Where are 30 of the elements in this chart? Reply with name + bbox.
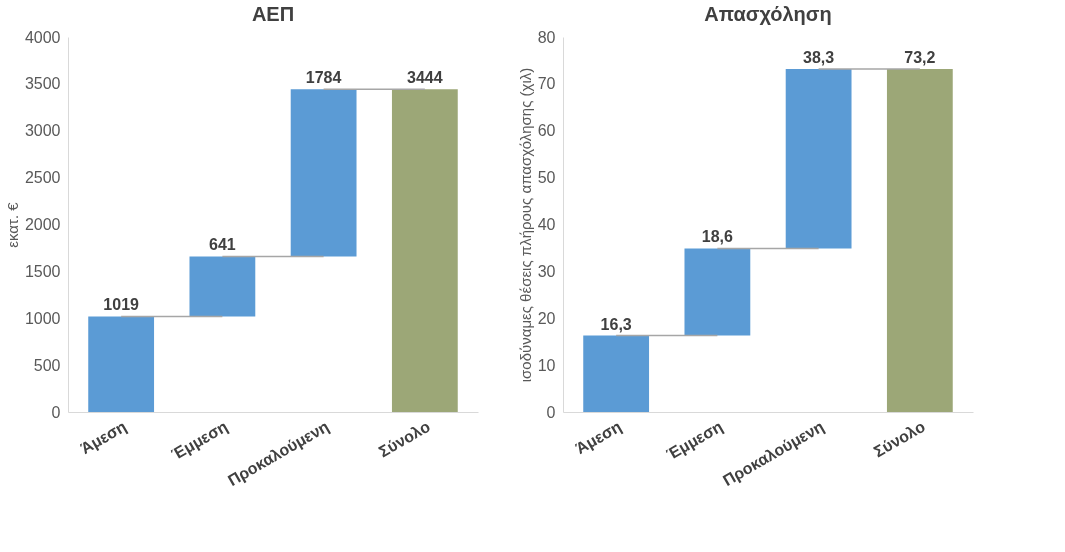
y-tick-label: 70 — [537, 75, 556, 93]
data-label: 1019 — [103, 296, 140, 314]
data-label: 73,2 — [904, 48, 936, 66]
y-tick-label: 0 — [51, 403, 61, 421]
y-tick-label: 40 — [537, 216, 556, 233]
y-tick-label: 0 — [546, 403, 556, 421]
chart-title: ΑΕΠ — [251, 3, 295, 25]
y-tick-label: 60 — [537, 122, 556, 140]
data-label: 38,3 — [803, 48, 835, 66]
y-tick-label: 4000 — [24, 28, 61, 46]
y-tick-label: 2500 — [24, 169, 61, 187]
data-label: 1784 — [305, 69, 342, 87]
data-label: 18,6 — [701, 228, 734, 246]
data-label: 16,3 — [600, 315, 632, 333]
y-tick-label: 30 — [537, 262, 556, 280]
chart-title: Απασχόληση — [704, 3, 832, 25]
data-label: 3444 — [407, 69, 443, 87]
y-tick-label: 80 — [537, 28, 556, 46]
y-tick-label: 500 — [33, 356, 61, 374]
y-tick-label: 1500 — [24, 262, 61, 280]
y-tick-label: 3500 — [24, 75, 61, 93]
y-tick-label: 50 — [537, 169, 556, 187]
y-axis-title: ισοδύναμες θέσεις πλήρους απασχόλησης (χιλ) — [516, 67, 534, 383]
y-tick-label: 20 — [537, 309, 556, 327]
y-tick-label: 3000 — [24, 122, 61, 140]
y-tick-label: 2000 — [24, 216, 61, 233]
data-label: 641 — [209, 236, 236, 254]
y-tick-label: 10 — [537, 356, 556, 374]
y-tick-label: 1000 — [24, 309, 61, 327]
y-axis-title: εκατ. € — [3, 201, 21, 248]
